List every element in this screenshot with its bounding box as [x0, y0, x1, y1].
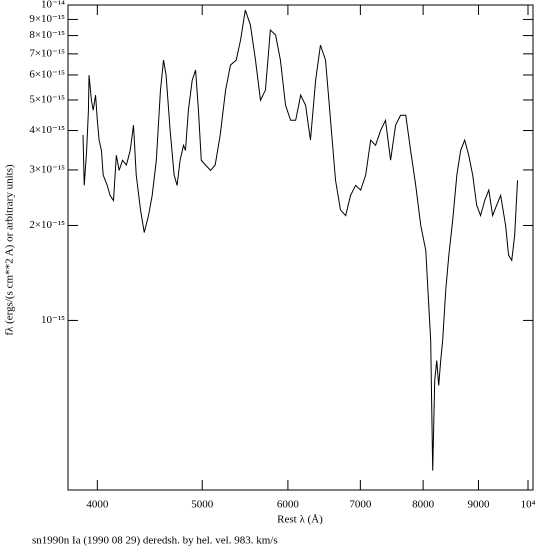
- y-tick-label: 6×10⁻¹⁵: [29, 69, 65, 81]
- spectrum-line: [82, 9, 519, 471]
- x-tick-label: 10⁴: [521, 499, 536, 511]
- y-axis-label: fλ (ergs/(s cm**2 A) or arbitrary units): [4, 164, 16, 336]
- y-tick-label: 8×10⁻¹⁵: [29, 29, 65, 41]
- y-tick-label: 9×10⁻¹⁵: [29, 13, 65, 25]
- x-tick-label: 5000: [191, 499, 214, 511]
- x-axis-label: Rest λ (Å): [277, 514, 323, 526]
- x-tick-label: 8000: [412, 499, 435, 511]
- x-tick-label: 9000: [467, 499, 490, 511]
- y-tick-label: 4×10⁻¹⁵: [29, 124, 65, 136]
- y-tick-label: 7×10⁻¹⁵: [29, 47, 65, 59]
- x-tick-label: 4000: [86, 499, 109, 511]
- plot-frame: [67, 4, 534, 491]
- y-tick-label: 5×10⁻¹⁵: [29, 93, 65, 105]
- x-tick-label: 6000: [277, 499, 300, 511]
- x-tick-label: 7000: [349, 499, 372, 511]
- y-tick-label: 10⁻¹⁵: [41, 314, 65, 326]
- caption: sn1990n Ia (1990 08 29) deredsh. by hel.…: [32, 535, 278, 547]
- y-tick-label: 2×10⁻¹⁵: [29, 219, 65, 231]
- y-tick-label: 10⁻¹⁴: [41, 0, 65, 11]
- y-tick-label: 3×10⁻¹⁵: [29, 163, 65, 175]
